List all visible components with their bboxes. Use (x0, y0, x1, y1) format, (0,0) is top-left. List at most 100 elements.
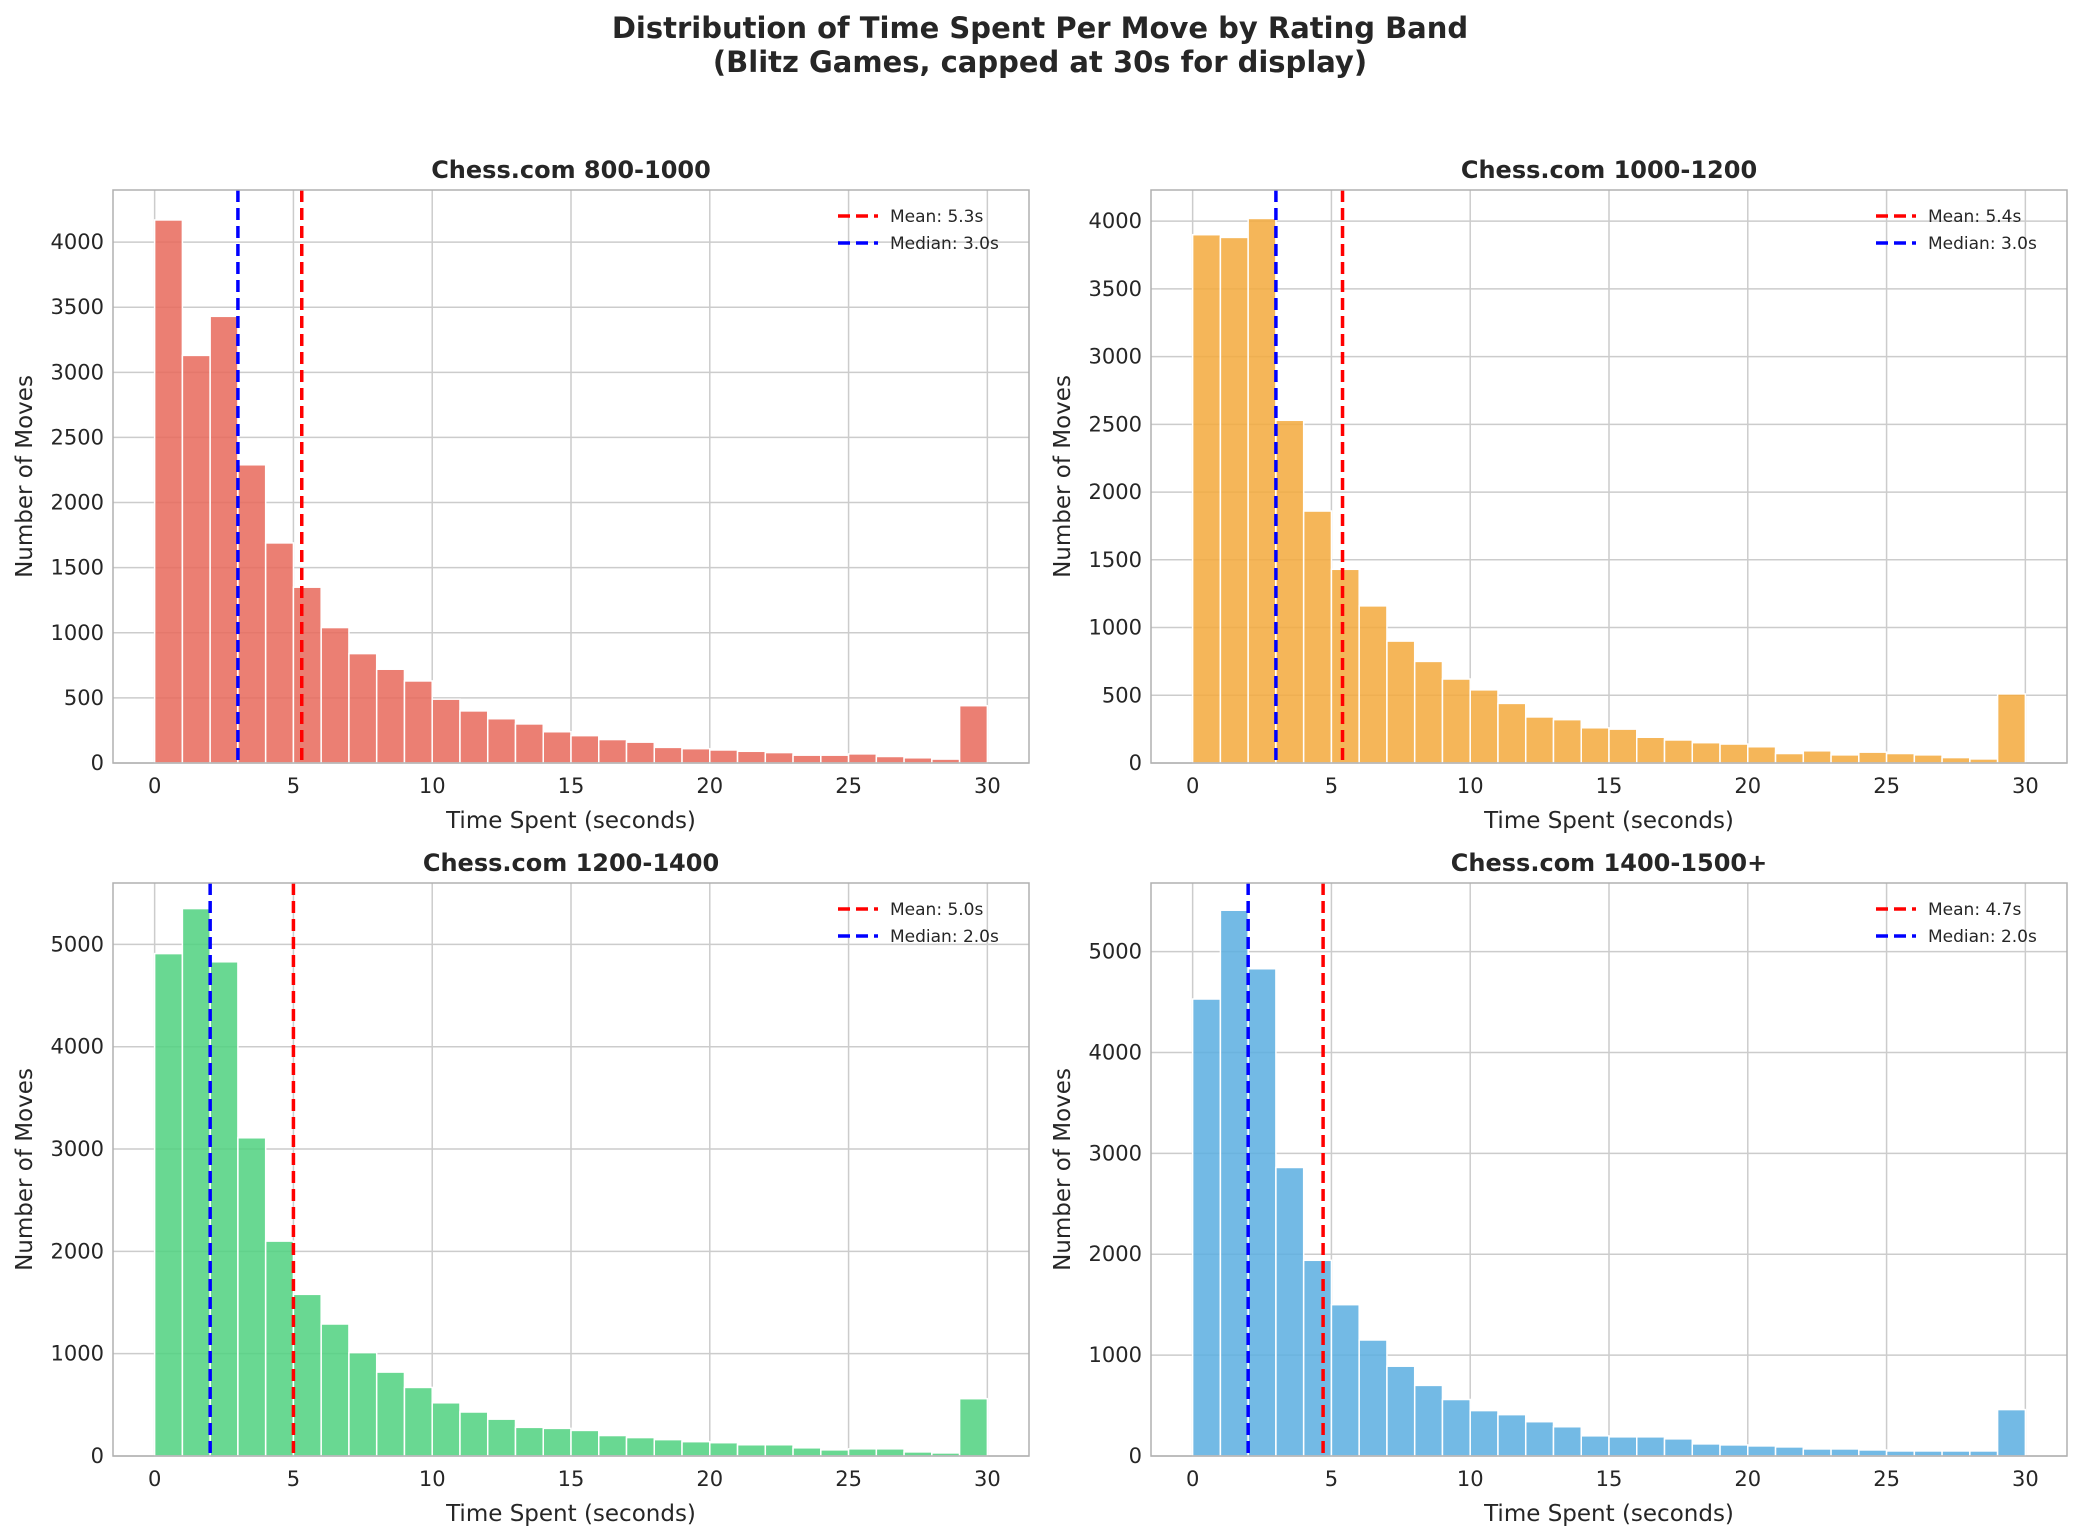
x-tick-label: 20 (696, 774, 723, 798)
histogram-bar (514, 723, 544, 764)
histogram-bar (1330, 1303, 1360, 1457)
y-tick-label: 500 (64, 686, 104, 710)
y-tick-label: 2500 (1089, 412, 1142, 436)
x-tick-label: 25 (1873, 1467, 1900, 1491)
y-tick-label: 5000 (51, 932, 104, 956)
subplot-title: Chess.com 1200-1400 (423, 849, 719, 877)
legend-median-label: Median: 3.0s (1928, 234, 2037, 254)
histogram-bar (1552, 1425, 1582, 1457)
histogram-bar (153, 219, 184, 764)
legend-mean-label: Mean: 5.3s (890, 207, 983, 227)
histogram-bar (1830, 1448, 1860, 1457)
histogram-bar (1552, 718, 1582, 764)
y-tick-label: 3000 (51, 1137, 104, 1161)
histogram-bar (1996, 1408, 2027, 1457)
x-tick-label: 10 (419, 774, 446, 798)
x-tick-label: 15 (558, 1467, 585, 1491)
histogram-bar (1913, 1450, 1943, 1457)
histogram-bar (958, 704, 989, 764)
x-tick-label: 10 (1457, 774, 1484, 798)
y-tick-label: 3000 (1089, 345, 1142, 369)
y-tick-label: 0 (1129, 751, 1142, 775)
histogram-bar (736, 1443, 767, 1457)
histogram-bar (1608, 728, 1638, 764)
histogram-bar (1275, 1166, 1305, 1457)
x-tick-label: 20 (696, 1467, 723, 1491)
y-tick-label: 2000 (51, 491, 104, 515)
histogram-bar (320, 1323, 350, 1457)
histogram-bar (1358, 1339, 1388, 1457)
histogram-bar (1191, 233, 1222, 764)
histogram-bar (820, 1449, 850, 1457)
y-tick-label: 2000 (1089, 480, 1142, 504)
legend-median-label: Median: 2.0s (1928, 927, 2037, 947)
legend-mean-label: Mean: 4.7s (1928, 900, 2021, 920)
y-tick-label: 3500 (1089, 277, 1142, 301)
y-tick-label: 2000 (1089, 1242, 1142, 1266)
x-tick-label: 25 (1873, 774, 1900, 798)
histogram-bar (1469, 689, 1499, 764)
histogram-bar (653, 746, 683, 764)
y-tick-label: 0 (1129, 1444, 1142, 1468)
histogram-bar (1996, 693, 2027, 764)
y-tick-label: 1000 (1089, 1343, 1142, 1367)
histogram-bar (1358, 605, 1388, 764)
y-tick-label: 1000 (1089, 616, 1142, 640)
histogram-bar (764, 751, 794, 764)
histogram-bar (431, 1402, 461, 1457)
x-tick-label: 30 (2012, 774, 2039, 798)
x-tick-label: 30 (974, 774, 1001, 798)
histogram-bar (542, 1427, 572, 1457)
y-axis-label: Number of Moves (1050, 1068, 1076, 1271)
histogram-bar (153, 952, 184, 1457)
x-tick-label: 30 (974, 1467, 1001, 1491)
histogram-bar (570, 1429, 600, 1457)
x-tick-label: 10 (419, 1467, 446, 1491)
histogram-bar (1580, 1435, 1610, 1457)
histogram-bar (681, 1440, 711, 1457)
histogram-bar (403, 1386, 433, 1457)
x-tick-label: 20 (1734, 1467, 1761, 1491)
histogram-bar (903, 757, 933, 764)
legend-mean-label: Mean: 5.0s (890, 900, 983, 920)
y-tick-label: 4000 (1089, 209, 1142, 233)
histogram-bar (847, 753, 878, 764)
histogram-bar (1524, 1420, 1555, 1457)
y-tick-label: 4000 (51, 1035, 104, 1059)
figure-title-line2: (Blitz Games, capped at 30s for display) (713, 45, 1367, 79)
legend: Mean: 4.7s Median: 2.0s (1876, 900, 2037, 947)
histogram-bar (1858, 751, 1888, 764)
y-tick-label: 4000 (1089, 1040, 1142, 1064)
y-tick-label: 4000 (51, 230, 104, 254)
histogram-bar (736, 750, 767, 764)
x-axis-label: Time Spent (seconds) (445, 808, 696, 834)
plot-frame (1150, 882, 2068, 1457)
histogram-bar (958, 1397, 989, 1457)
legend: Mean: 5.0s Median: 2.0s (838, 900, 999, 947)
histogram-bar (1608, 1436, 1638, 1457)
x-tick-label: 15 (1596, 774, 1623, 798)
histogram-bar (1802, 750, 1832, 764)
y-tick-label: 0 (91, 751, 104, 775)
x-tick-label: 5 (1325, 774, 1338, 798)
histogram-bar (625, 1436, 656, 1457)
x-tick-label: 0 (148, 1467, 161, 1491)
histogram-bar (1719, 743, 1749, 764)
legend-median-label: Median: 2.0s (890, 927, 999, 947)
histogram-bar (598, 1434, 628, 1457)
x-tick-label: 0 (148, 774, 161, 798)
x-tick-label: 30 (2012, 1467, 2039, 1491)
histogram-bar (237, 1137, 267, 1457)
x-tick-label: 15 (1596, 1467, 1623, 1491)
x-tick-label: 25 (835, 1467, 862, 1491)
legend: Mean: 5.3s Median: 3.0s (838, 207, 999, 254)
histogram-bar (1580, 727, 1610, 764)
histogram-bar (1774, 752, 1805, 764)
histogram-bar (1747, 745, 1777, 764)
histogram-bar (209, 315, 239, 764)
histogram-bar (1191, 998, 1222, 1457)
x-tick-label: 25 (835, 774, 862, 798)
plot-frame (112, 189, 1030, 764)
histogram-bar (598, 738, 628, 764)
histogram-bar (1219, 236, 1249, 764)
